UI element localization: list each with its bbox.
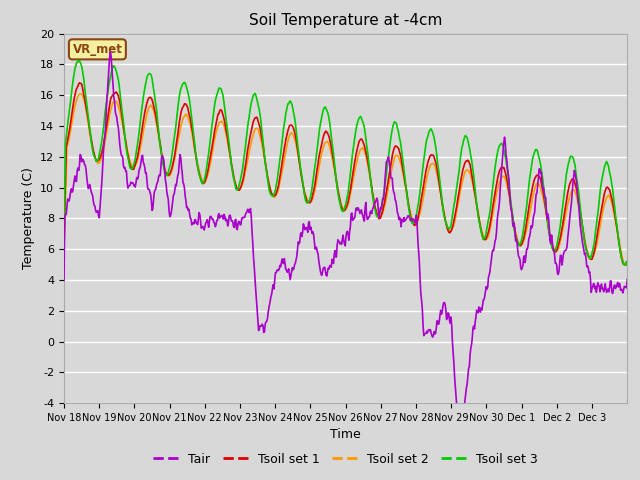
Tsoil set 1: [127, 164, 134, 170]
Tsoil set 2: [280, 161, 287, 167]
Line: Tsoil set 1: Tsoil set 1: [64, 83, 627, 264]
Tsoil set 2: [76, 91, 84, 97]
Tair: [623, 276, 631, 282]
Tsoil set 1: [76, 80, 83, 86]
Tsoil set 3: [280, 126, 287, 132]
Tsoil set 3: [436, 179, 444, 185]
Tair: [259, 321, 266, 327]
Tsoil set 2: [127, 161, 134, 167]
Tair: [230, 225, 238, 230]
Tsoil set 1: [436, 186, 444, 192]
Tsoil set 2: [259, 143, 266, 149]
Tsoil set 2: [404, 201, 412, 206]
Tsoil set 2: [60, 244, 68, 250]
Tair: [106, 49, 114, 55]
Tair: [436, 312, 444, 318]
Tair: [458, 410, 465, 416]
Line: Tair: Tair: [64, 52, 627, 413]
Tsoil set 2: [621, 262, 629, 267]
Tsoil set 1: [404, 202, 412, 207]
Tair: [60, 277, 68, 283]
Y-axis label: Temperature (C): Temperature (C): [22, 168, 35, 269]
Tsoil set 2: [230, 176, 238, 182]
Tsoil set 3: [404, 203, 412, 209]
Legend: Tair, Tsoil set 1, Tsoil set 2, Tsoil set 3: Tair, Tsoil set 1, Tsoil set 2, Tsoil se…: [148, 448, 543, 471]
Tair: [404, 213, 412, 219]
Tsoil set 2: [623, 262, 631, 267]
X-axis label: Time: Time: [330, 429, 361, 442]
Tsoil set 3: [623, 262, 631, 267]
Tsoil set 3: [127, 166, 134, 171]
Tsoil set 1: [620, 262, 628, 267]
Tsoil set 3: [259, 132, 266, 138]
Tsoil set 1: [623, 262, 631, 267]
Tair: [127, 179, 134, 185]
Title: Soil Temperature at -4cm: Soil Temperature at -4cm: [249, 13, 442, 28]
Text: VR_met: VR_met: [72, 43, 122, 56]
Line: Tsoil set 2: Tsoil set 2: [64, 94, 627, 264]
Tsoil set 3: [75, 58, 83, 63]
Tair: [280, 261, 287, 266]
Tsoil set 3: [620, 262, 628, 267]
Tsoil set 1: [60, 244, 68, 250]
Tsoil set 2: [436, 186, 444, 192]
Tsoil set 1: [259, 138, 266, 144]
Tsoil set 3: [60, 241, 68, 247]
Tsoil set 1: [280, 151, 287, 156]
Tsoil set 3: [230, 178, 238, 184]
Line: Tsoil set 3: Tsoil set 3: [64, 60, 627, 264]
Tsoil set 1: [230, 178, 238, 183]
